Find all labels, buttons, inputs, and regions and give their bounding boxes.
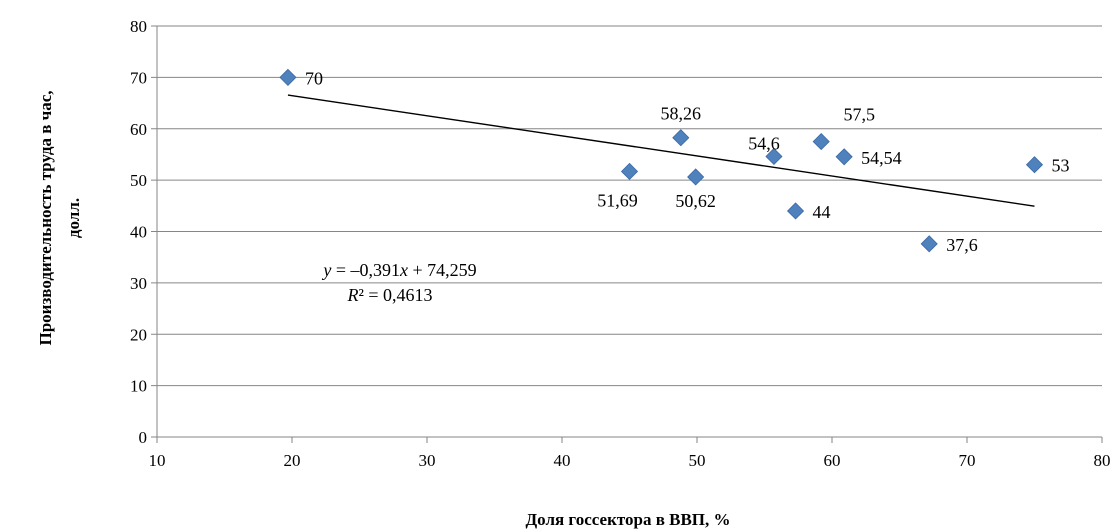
y-axis-title-line1: Производительность труда в час,	[36, 90, 55, 345]
x-tick-label: 60	[824, 451, 841, 470]
y-tick-label: 20	[130, 325, 147, 344]
data-point-label: 44	[813, 202, 831, 222]
r2-symbol: R	[346, 285, 358, 305]
y-tick-label: 40	[130, 223, 147, 242]
data-point-marker	[812, 133, 830, 151]
gridlines	[157, 25, 1102, 387]
r2-value: ² = 0,4613	[358, 285, 432, 305]
y-tick-label: 0	[139, 428, 148, 447]
y-axis-title-line2: долл.	[64, 198, 83, 238]
x-tick-label: 10	[149, 451, 166, 470]
y-axis-title: Производительность труда в час, долл.	[36, 90, 83, 345]
data-point-marker	[786, 202, 805, 220]
data-labels: 70 51,69 58,26 50,62 54,6 44 57,5 54,54 37,6 53	[305, 68, 1070, 254]
trendline-r-squared: R² = 0,4613	[346, 285, 432, 305]
x-tick-label: 50	[689, 451, 706, 470]
data-point-label: 57,5	[843, 105, 875, 125]
data-point-marker	[920, 235, 938, 253]
data-point-marker	[687, 168, 705, 186]
data-point-label: 70	[305, 68, 323, 88]
data-point-marker	[279, 68, 297, 86]
data-points	[279, 68, 1044, 253]
y-tick-label: 70	[130, 68, 147, 87]
equation-x: x	[399, 260, 408, 280]
y-tick-label: 80	[130, 17, 147, 36]
data-point-label: 37,6	[946, 235, 978, 255]
trendline-group	[287, 94, 1035, 207]
y-tick-label: 60	[130, 120, 147, 139]
data-point-label: 51,69	[597, 190, 638, 210]
x-axis-title: Доля госсектора в ВВП, %	[525, 510, 730, 529]
equation-slope: = –0,391	[331, 260, 400, 280]
data-point-marker	[672, 129, 690, 147]
data-point-label: 58,26	[661, 104, 702, 124]
x-tick-label: 80	[1094, 451, 1111, 470]
y-tick-label: 10	[130, 377, 147, 396]
data-point-label: 53	[1052, 156, 1070, 176]
data-point-marker	[620, 162, 639, 181]
data-point-label: 50,62	[675, 191, 716, 211]
data-point-label: 54,54	[861, 148, 902, 168]
x-tick-label: 40	[554, 451, 571, 470]
equation-y: y	[321, 260, 331, 280]
data-point-label: 54,6	[748, 133, 780, 153]
data-point-marker	[765, 147, 783, 166]
trendline-equation: y = –0,391x + 74,259	[321, 260, 476, 280]
trendline	[287, 94, 1035, 207]
equation-intercept: + 74,259	[408, 260, 477, 280]
x-tick-label: 30	[419, 451, 436, 470]
y-tick-label: 50	[130, 171, 147, 190]
data-point-marker	[835, 148, 853, 166]
data-point-marker	[1025, 156, 1044, 174]
x-tick-label: 20	[284, 451, 301, 470]
y-tick-label: 30	[130, 274, 147, 293]
x-tick-label: 70	[959, 451, 976, 470]
